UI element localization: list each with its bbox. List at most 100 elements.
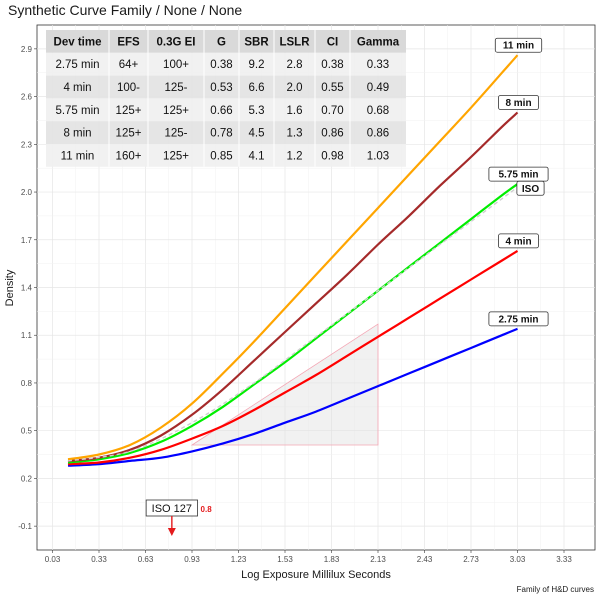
table-cell: 125+ — [116, 128, 142, 140]
curve-label-box — [488, 311, 549, 327]
x-tick-label: 2.13 — [370, 555, 386, 564]
iso-marker-value: 0.8 — [201, 505, 213, 514]
table-cell: 125- — [164, 128, 187, 140]
x-tick-label: 0.93 — [184, 555, 200, 564]
table-cell: 0.68 — [367, 105, 389, 117]
table-header-cell: Dev time — [54, 36, 102, 48]
table-cell: 1.03 — [367, 150, 389, 162]
table-cell: 0.53 — [210, 82, 232, 94]
curve-label: 4 min — [505, 236, 531, 247]
curve-label: 2.75 min — [498, 314, 538, 325]
y-tick-label: 2.3 — [21, 140, 33, 149]
curve-label: 5.75 min — [498, 170, 538, 181]
table-cell: 2.0 — [287, 82, 303, 94]
table-cell: 125+ — [163, 105, 189, 117]
table-cell: 0.86 — [321, 128, 343, 140]
curve-label-box — [494, 37, 543, 53]
stats-table: Dev time EFS 0.3G EI G SBR LSLR CI Gamma 2.75 mi… — [46, 30, 406, 167]
table-cell: 8 min — [63, 128, 91, 140]
iso-triangle — [190, 323, 379, 446]
iso-curve-layer — [67, 186, 518, 462]
table-cell: 5.75 min — [55, 105, 99, 117]
y-tick-label: 2.9 — [21, 45, 33, 54]
curve-line — [67, 111, 519, 462]
y-tick-label: 1.7 — [21, 236, 33, 245]
iso-curve-line — [67, 186, 518, 462]
x-tick-label: 3.03 — [510, 555, 526, 564]
table-row — [46, 98, 406, 122]
iso-triangle-layer — [190, 323, 379, 446]
x-tick-label: 0.03 — [45, 555, 61, 564]
table-header-row — [46, 30, 406, 53]
y-tick-label: 1.1 — [21, 331, 33, 340]
curve-labels: 2.75 min 4 min 5.75 min 8 min 11 min ISO — [488, 37, 549, 327]
table-cell: 2.75 min — [55, 59, 99, 71]
chart-caption: Family of H&D curves — [517, 585, 594, 594]
x-tick-label: 1.23 — [231, 555, 247, 564]
y-tick-label: 0.8 — [21, 379, 33, 388]
table-cell: 4 min — [63, 82, 91, 94]
table-cell: 125+ — [163, 150, 189, 162]
table-header-cell: G — [217, 36, 226, 48]
x-tick-label: 0.33 — [91, 555, 107, 564]
table-cell: 5.3 — [249, 105, 265, 117]
chart-title: Synthetic Curve Family / None / None — [8, 2, 242, 18]
table-cell: 160+ — [116, 150, 142, 162]
curve-line — [67, 327, 518, 467]
y-tick-label: 1.4 — [21, 284, 33, 293]
y-tick-label: 2.6 — [21, 93, 33, 102]
table-cell: 0.85 — [210, 150, 232, 162]
curves-layer — [67, 54, 519, 467]
table-cell: 1.3 — [287, 128, 303, 140]
table-cell: 4.1 — [249, 150, 265, 162]
table-row — [46, 144, 406, 167]
table-cell: 0.38 — [210, 59, 232, 71]
x-axis-ticks: 0.03 0.33 0.63 0.93 1.23 1.53 1.83 2.13 2.43 2.73… — [45, 550, 572, 564]
iso-curve-label-box — [516, 180, 545, 196]
x-tick-label: 2.73 — [463, 555, 479, 564]
iso-curve-label: ISO — [522, 184, 539, 195]
table-cell: 4.5 — [249, 128, 265, 140]
table-cell: 64+ — [119, 59, 139, 71]
table-header-cell: 0.3G EI — [157, 36, 196, 48]
curve-line — [67, 54, 519, 461]
table-cell: 11 min — [61, 150, 95, 162]
y-tick-label: 2.0 — [21, 188, 33, 197]
curve-label-box — [498, 233, 539, 249]
y-axis-ticks: -0.1 0.2 0.5 0.8 1.1 1.4 1.7 2.0 2.3 2.6 2.9 — [18, 45, 37, 531]
y-tick-label: -0.1 — [18, 522, 32, 531]
table-cell: 0.66 — [210, 105, 232, 117]
curve-line — [67, 183, 519, 464]
table-cell: 0.33 — [367, 59, 389, 71]
curve-label-box — [498, 95, 539, 110]
table-cell: 0.49 — [367, 82, 389, 94]
x-tick-label: 3.33 — [556, 555, 572, 564]
iso-marker-label: ISO 127 — [152, 503, 192, 515]
curve-label: 11 min — [503, 41, 534, 52]
table-cell: 0.38 — [321, 59, 343, 71]
y-tick-label: 0.2 — [21, 474, 33, 483]
curve-line — [67, 249, 519, 466]
table-cell: 125- — [164, 82, 187, 94]
table-cell: 1.2 — [287, 150, 303, 162]
x-tick-label: 1.83 — [324, 555, 340, 564]
x-tick-label: 1.53 — [277, 555, 293, 564]
iso-marker-arrowhead — [167, 528, 176, 536]
table-header-cell: LSLR — [279, 36, 310, 48]
x-axis-title: Log Exposure Millilux Seconds — [241, 569, 391, 581]
table-header-cell: EFS — [117, 36, 140, 48]
table-cell: 0.55 — [321, 82, 343, 94]
x-tick-label: 0.63 — [138, 555, 154, 564]
table-cell: 100+ — [163, 59, 189, 71]
table-cell: 0.98 — [321, 150, 343, 162]
table-row — [46, 121, 406, 144]
curve-label: 8 min — [505, 98, 531, 109]
table-row — [46, 75, 406, 99]
table-header-cell: CI — [327, 36, 339, 48]
table-cell: 0.78 — [210, 128, 232, 140]
y-axis-title: Density — [4, 269, 16, 306]
table-cell: 6.6 — [249, 82, 265, 94]
table-row — [46, 52, 406, 76]
table-cell: 9.2 — [249, 59, 265, 71]
